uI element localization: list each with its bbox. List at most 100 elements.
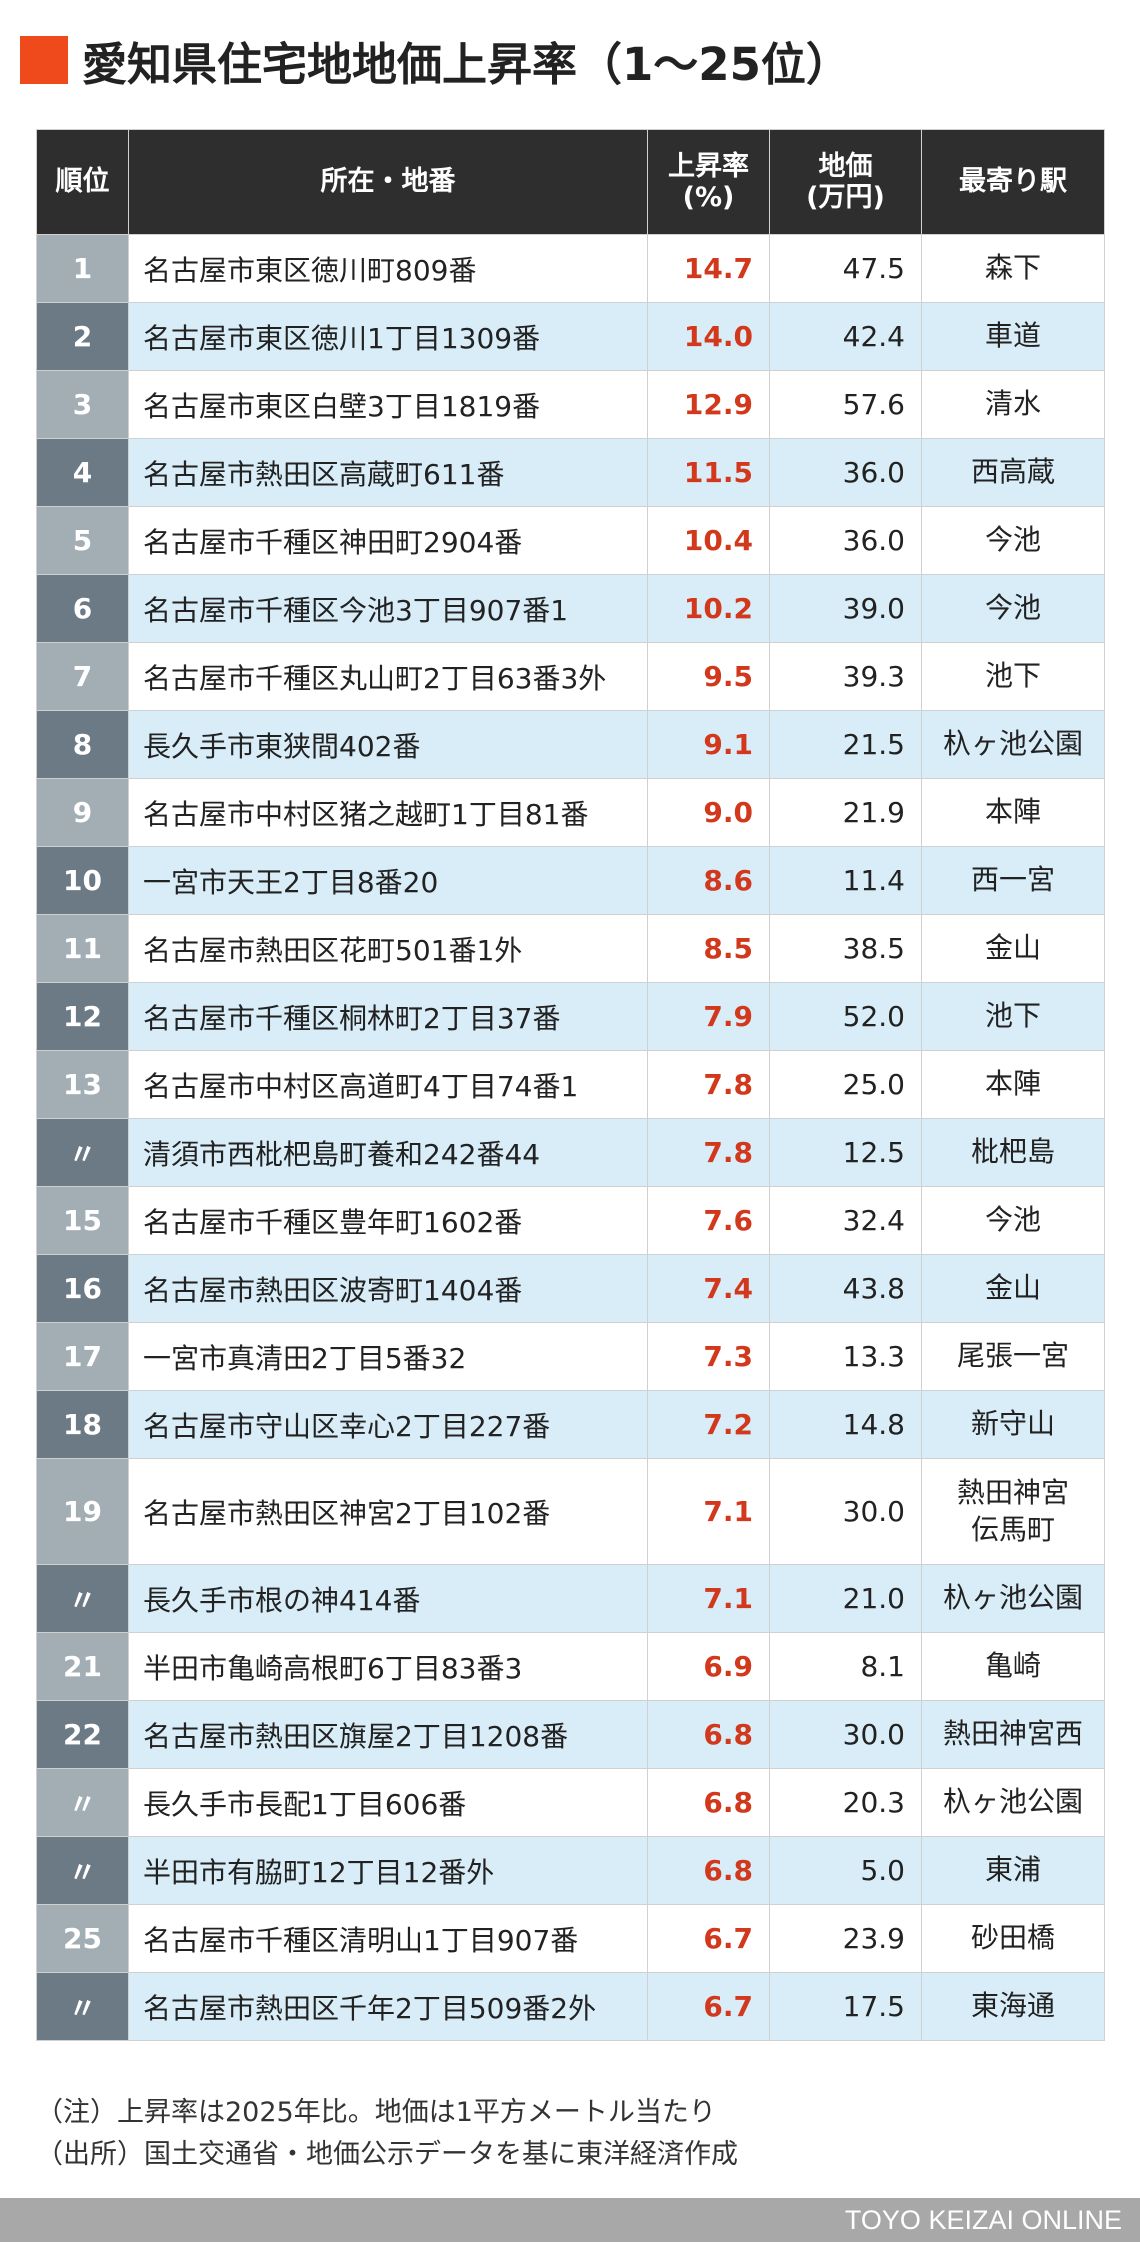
rate-cell: 9.1 (647, 710, 770, 779)
rank-cell: 3 (36, 370, 129, 439)
rank-cell: 21 (36, 1632, 129, 1701)
title-accent-square (20, 36, 68, 84)
price-cell: 32.4 (769, 1186, 922, 1255)
table-row: 9 名古屋市中村区猪之越町1丁目81番 9.0 21.9 本陣 (36, 778, 1105, 847)
header-rank: 順位 (36, 129, 129, 235)
rank-cell: 1 (36, 234, 129, 303)
rate-cell: 7.8 (647, 1118, 770, 1187)
price-cell: 21.5 (769, 710, 922, 779)
price-cell: 17.5 (769, 1972, 922, 2041)
rank-cell: 18 (36, 1390, 129, 1459)
address-cell: 名古屋市熱田区旗屋2丁目1208番 (128, 1700, 648, 1769)
rank-cell: 10 (36, 846, 129, 915)
rank-cell: 〃 (36, 1768, 129, 1837)
station-cell: 亀崎 (921, 1632, 1105, 1701)
ranking-table: 順位 所在・地番 上昇率 (%) 地価 (万円) 最寄り駅 1 名古屋市東区徳川町… (36, 129, 1105, 2041)
rank-cell: 〃 (36, 1118, 129, 1187)
station-cell: 東海通 (921, 1972, 1105, 2041)
station-cell: 本陣 (921, 778, 1105, 847)
rate-cell: 6.9 (647, 1632, 770, 1701)
rate-cell: 7.8 (647, 1050, 770, 1119)
price-cell: 38.5 (769, 914, 922, 983)
address-cell: 名古屋市熱田区花町501番1外 (128, 914, 648, 983)
rate-cell: 9.0 (647, 778, 770, 847)
note-text: （注）上昇率は2025年比。地価は1平方メートル当たり (36, 2097, 716, 2128)
price-cell: 23.9 (769, 1904, 922, 1973)
station-cell: 今池 (921, 506, 1105, 575)
station-cell: 尾張一宮 (921, 1322, 1105, 1391)
station-cell: 森下 (921, 234, 1105, 303)
station-cell: 東浦 (921, 1836, 1105, 1905)
price-cell: 11.4 (769, 846, 922, 915)
rate-cell: 7.9 (647, 982, 770, 1051)
header-price-label: 地価 (818, 150, 873, 182)
footer-bar: TOYO KEIZAI ONLINE (0, 2198, 1140, 2242)
rank-cell: 8 (36, 710, 129, 779)
rank-cell: 5 (36, 506, 129, 575)
address-cell: 一宮市天王2丁目8番20 (128, 846, 648, 915)
table-row: 16 名古屋市熱田区波寄町1404番 7.4 43.8 金山 (36, 1254, 1105, 1323)
rank-cell: 25 (36, 1904, 129, 1973)
station-cell: 本陣 (921, 1050, 1105, 1119)
station-cell: 池下 (921, 642, 1105, 711)
address-cell: 長久手市根の神414番 (128, 1564, 648, 1633)
rank-cell: 17 (36, 1322, 129, 1391)
address-cell: 長久手市長配1丁目606番 (128, 1768, 648, 1837)
price-cell: 30.0 (769, 1700, 922, 1769)
rate-cell: 12.9 (647, 370, 770, 439)
price-cell: 14.8 (769, 1390, 922, 1459)
price-cell: 36.0 (769, 438, 922, 507)
rate-cell: 7.2 (647, 1390, 770, 1459)
address-cell: 名古屋市東区徳川1丁目1309番 (128, 302, 648, 371)
rate-cell: 6.8 (647, 1700, 770, 1769)
station-cell: 今池 (921, 574, 1105, 643)
address-cell: 名古屋市熱田区高蔵町611番 (128, 438, 648, 507)
rate-cell: 7.1 (647, 1458, 770, 1565)
price-cell: 57.6 (769, 370, 922, 439)
header-station: 最寄り駅 (921, 129, 1105, 235)
address-cell: 名古屋市千種区神田町2904番 (128, 506, 648, 575)
station-cell: 熱田神宮西 (921, 1700, 1105, 1769)
rank-cell: 12 (36, 982, 129, 1051)
table-row: 21 半田市亀崎高根町6丁目83番3 6.9 8.1 亀崎 (36, 1632, 1105, 1701)
price-cell: 20.3 (769, 1768, 922, 1837)
price-cell: 52.0 (769, 982, 922, 1051)
price-cell: 47.5 (769, 234, 922, 303)
station-cell: 西高蔵 (921, 438, 1105, 507)
table-row: 1 名古屋市東区徳川町809番 14.7 47.5 森下 (36, 234, 1105, 303)
price-cell: 39.0 (769, 574, 922, 643)
station-cell: 枇杷島 (921, 1118, 1105, 1187)
station-cell: 西一宮 (921, 846, 1105, 915)
station-cell: 杁ヶ池公園 (921, 1768, 1105, 1837)
station-line: 熱田神宮 (956, 1476, 1069, 1510)
table-row: 19 名古屋市熱田区神宮2丁目102番 7.1 30.0 熱田神宮 伝馬町 (36, 1458, 1105, 1565)
table-row: 22 名古屋市熱田区旗屋2丁目1208番 6.8 30.0 熱田神宮西 (36, 1700, 1105, 1769)
price-cell: 13.3 (769, 1322, 922, 1391)
address-cell: 名古屋市千種区桐林町2丁目37番 (128, 982, 648, 1051)
address-cell: 名古屋市守山区幸心2丁目227番 (128, 1390, 648, 1459)
station-cell: 池下 (921, 982, 1105, 1051)
address-cell: 長久手市東狭間402番 (128, 710, 648, 779)
table-row: 5 名古屋市千種区神田町2904番 10.4 36.0 今池 (36, 506, 1105, 575)
rate-cell: 6.7 (647, 1904, 770, 1973)
rank-cell: 〃 (36, 1564, 129, 1633)
table-row: 〃名古屋市熱田区千年2丁目509番2外 6.7 17.5 東海通 (36, 1972, 1105, 2041)
address-cell: 一宮市真清田2丁目5番32 (128, 1322, 648, 1391)
table-body: 1 名古屋市東区徳川町809番 14.7 47.5 森下 2 名古屋市東区徳川1丁目1309… (36, 234, 1105, 2041)
station-cell: 砂田橋 (921, 1904, 1105, 1973)
header-rate: 上昇率 (%) (647, 129, 770, 235)
table-row: 〃半田市有脇町12丁目12番外 6.8 5.0 東浦 (36, 1836, 1105, 1905)
rate-cell: 14.0 (647, 302, 770, 371)
station-cell: 新守山 (921, 1390, 1105, 1459)
header-address: 所在・地番 (128, 129, 648, 235)
rank-cell: 22 (36, 1700, 129, 1769)
address-cell: 名古屋市東区白壁3丁目1819番 (128, 370, 648, 439)
price-cell: 21.0 (769, 1564, 922, 1633)
price-cell: 8.1 (769, 1632, 922, 1701)
rate-cell: 6.8 (647, 1768, 770, 1837)
notes: （注）上昇率は2025年比。地価は1平方メートル当たり （出所）国土交通省・地価… (36, 2092, 738, 2176)
rank-cell: 〃 (36, 1836, 129, 1905)
address-cell: 名古屋市千種区丸山町2丁目63番3外 (128, 642, 648, 711)
address-cell: 名古屋市中村区高道町4丁目74番1 (128, 1050, 648, 1119)
table-row: 18 名古屋市守山区幸心2丁目227番 7.2 14.8 新守山 (36, 1390, 1105, 1459)
